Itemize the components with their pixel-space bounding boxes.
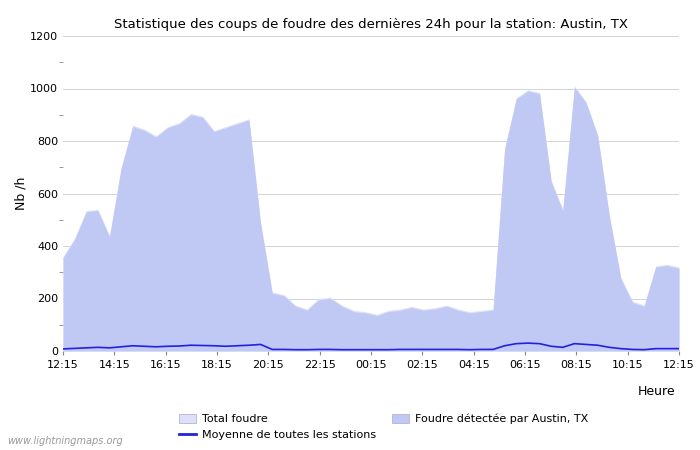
Text: www.lightningmaps.org: www.lightningmaps.org	[7, 436, 122, 446]
Legend: Total foudre, Moyenne de toutes les stations, Foudre détectée par Austin, TX: Total foudre, Moyenne de toutes les stat…	[179, 414, 588, 440]
Y-axis label: Nb /h: Nb /h	[14, 177, 27, 210]
Text: Heure: Heure	[638, 385, 676, 398]
Title: Statistique des coups de foudre des dernières 24h pour la station: Austin, TX: Statistique des coups de foudre des dern…	[114, 18, 628, 31]
